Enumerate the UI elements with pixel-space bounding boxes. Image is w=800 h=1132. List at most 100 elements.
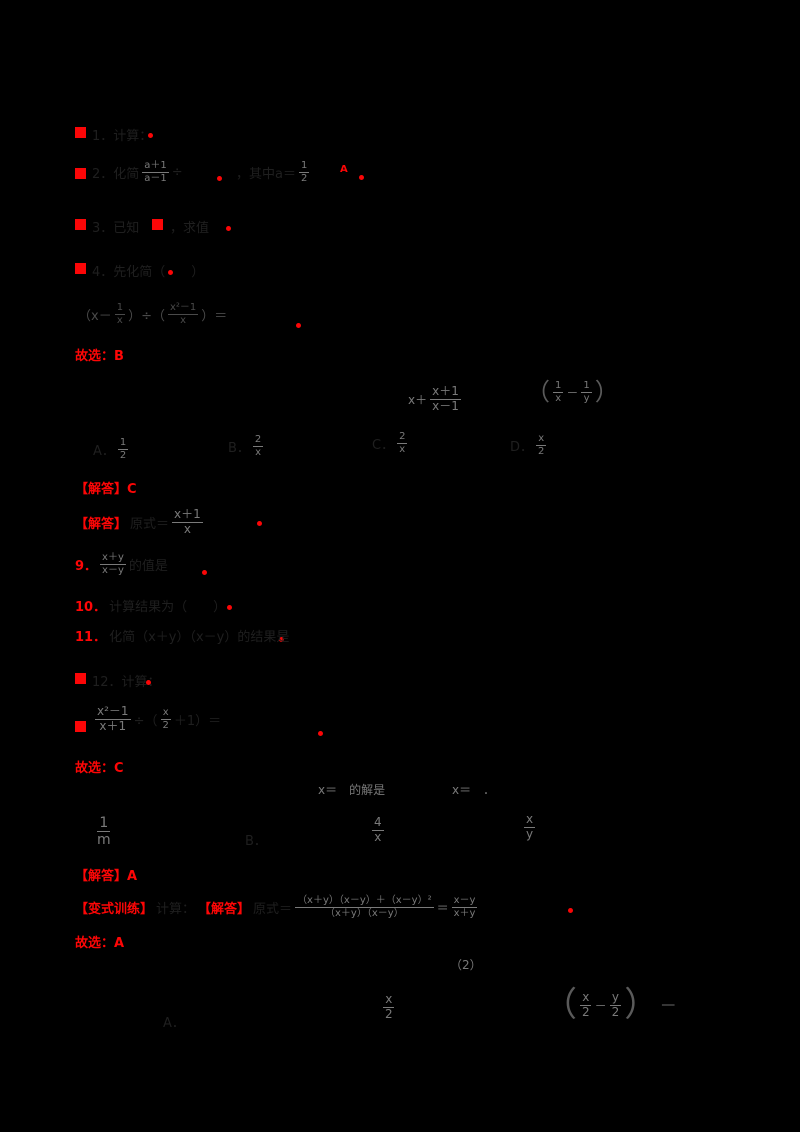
fraction: x²－1 x＋1 xyxy=(95,704,131,733)
answer-select-b: 故选：B xyxy=(75,349,124,364)
expression-text: ）÷（ xyxy=(128,308,165,324)
fraction: x 2 xyxy=(383,992,395,1021)
solution-label: 【解答】 xyxy=(75,516,128,532)
question-9-row: 9． x＋y x－y 的值是 xyxy=(75,552,168,576)
question-3-inline-marker-icon xyxy=(152,219,163,230)
expression-text: ÷（ xyxy=(133,713,158,729)
answer-letter-mark: A xyxy=(340,164,348,175)
variant-text: 计算： xyxy=(156,901,196,917)
solution-text: 原式＝ xyxy=(253,901,293,917)
question-10-row: 10． 计算结果为（ ） xyxy=(75,596,226,615)
statement-line-a: x＝ 的解是 xyxy=(318,783,386,797)
option2-b: B． xyxy=(245,834,267,849)
fraction: 1 2 xyxy=(117,437,129,461)
red-dot xyxy=(168,270,173,275)
expression-line-2: x＋ x＋1 x－1 xyxy=(408,384,461,414)
solution-label: 【解答】 xyxy=(198,901,251,917)
question-2-text-b: ，其中a＝ xyxy=(236,166,296,182)
option2-c: 4 x xyxy=(372,815,384,845)
question-number: 11． xyxy=(75,630,107,645)
question-3-row-b: ，求值 xyxy=(170,217,209,236)
trailing-dash: — xyxy=(661,997,676,1013)
statement-line-b: x＝ ． xyxy=(452,783,496,797)
red-dot xyxy=(296,323,301,328)
option2-d: x y xyxy=(524,812,536,842)
solution-text: 原式＝ xyxy=(130,516,170,532)
option3-d: （ x 2 － y 2 ） — xyxy=(543,988,675,1022)
answer-select-c: 故选：C xyxy=(75,761,124,776)
expression-line-2b: （ 1 x － 1 y ） xyxy=(526,380,619,404)
fraction: x＋y x－y xyxy=(100,552,126,576)
red-dot xyxy=(146,680,151,685)
fraction: x－y x＋y xyxy=(451,895,478,919)
option-c: C． 2 x xyxy=(372,431,408,455)
variant-training-row: 【变式训练】 计算： 【解答】 原式＝ （x＋y）（x－y）＋（x－y）² （x… xyxy=(75,895,478,919)
question-1-row: 1．计算： xyxy=(92,125,152,144)
fraction: x 2 xyxy=(160,707,171,731)
question-text: 的值是 xyxy=(128,558,168,574)
option-a: A． 1 2 xyxy=(93,437,129,461)
fraction: 1 y xyxy=(581,380,592,404)
expression-text: （x－ xyxy=(78,308,112,324)
fraction: 4 x xyxy=(372,815,384,844)
operator: ÷ xyxy=(171,164,183,180)
fraction: 1 x xyxy=(114,302,126,326)
option-b: B． 2 x xyxy=(228,434,264,458)
fraction: a＋1 a－1 xyxy=(142,160,169,184)
question-2-marker-icon xyxy=(75,168,86,179)
red-dot xyxy=(227,605,232,610)
fraction: （x＋y）（x－y）＋（x－y）² （x＋y）（x－y） xyxy=(295,895,434,919)
option3-a: A． xyxy=(163,1016,185,1031)
question-3-marker-icon xyxy=(75,219,86,230)
red-dot xyxy=(318,731,323,736)
red-dot xyxy=(217,176,222,181)
question-2-row: 2．化简 a＋1 a－1 ÷ xyxy=(92,160,183,184)
part-2-label: （2） xyxy=(450,958,482,972)
operator: － xyxy=(594,998,607,1013)
left-paren: （ xyxy=(526,378,550,406)
red-dot xyxy=(148,133,153,138)
fraction: x 2 xyxy=(536,433,547,457)
expression-text: x＋ xyxy=(408,392,428,407)
right-paren: ） xyxy=(624,985,659,1025)
fraction: x＋1 x xyxy=(172,507,203,536)
variant-training-label: 【变式训练】 xyxy=(75,901,154,917)
fraction: 2 x xyxy=(397,431,408,455)
question-number: 9． xyxy=(75,558,98,574)
red-dot xyxy=(202,570,207,575)
fraction: x＋1 x－1 xyxy=(430,384,461,413)
question-12-marker-icon xyxy=(75,673,86,684)
fraction: y 2 xyxy=(609,989,622,1019)
question-3-text: 3．已知 xyxy=(92,221,140,236)
question-1-marker-icon xyxy=(75,127,86,138)
expression-text: ＋1）＝ xyxy=(173,713,222,729)
fraction: x y xyxy=(524,812,536,841)
expression-line-1: （x－ 1 x ）÷（ x²－1 x ）＝ xyxy=(78,302,227,326)
question-2-row-b: ，其中a＝ 1 2 xyxy=(236,160,310,184)
solution-row-1: 【解答】 原式＝ x＋1 x xyxy=(75,507,203,537)
red-dot xyxy=(568,908,573,913)
fraction: x 2 xyxy=(580,989,592,1019)
question-3-row: 3．已知 xyxy=(92,217,139,236)
question-2-text: 2．化简 xyxy=(92,166,140,182)
left-paren: （ xyxy=(543,985,577,1025)
question-13-marker-icon xyxy=(75,721,86,732)
question-3-text-b: ，求值 xyxy=(170,221,210,236)
question-13-row: x²－1 x＋1 ÷（ x 2 ＋1）＝ xyxy=(95,704,222,734)
answer-select-a: 故选：A xyxy=(75,936,125,951)
answer-label-c: 【解答】C xyxy=(75,482,137,497)
red-dot xyxy=(279,637,284,642)
fraction: 1 x xyxy=(553,380,564,404)
right-paren: ） xyxy=(594,378,619,406)
option-d: D． x 2 xyxy=(510,433,547,457)
question-4-text: 4．先化简（ ） xyxy=(92,265,205,280)
operator: － xyxy=(566,385,579,400)
answer-label-a: 【解答】A xyxy=(75,869,138,884)
red-dot xyxy=(257,521,262,526)
question-11-row: 11． 化简（x＋y）（x－y）的结果是 xyxy=(75,626,289,645)
fraction: 1 m xyxy=(97,815,111,849)
option3-c: x 2 xyxy=(383,992,395,1022)
question-4-marker-icon xyxy=(75,263,86,274)
question-text: 计算结果为（ ） xyxy=(109,600,227,615)
